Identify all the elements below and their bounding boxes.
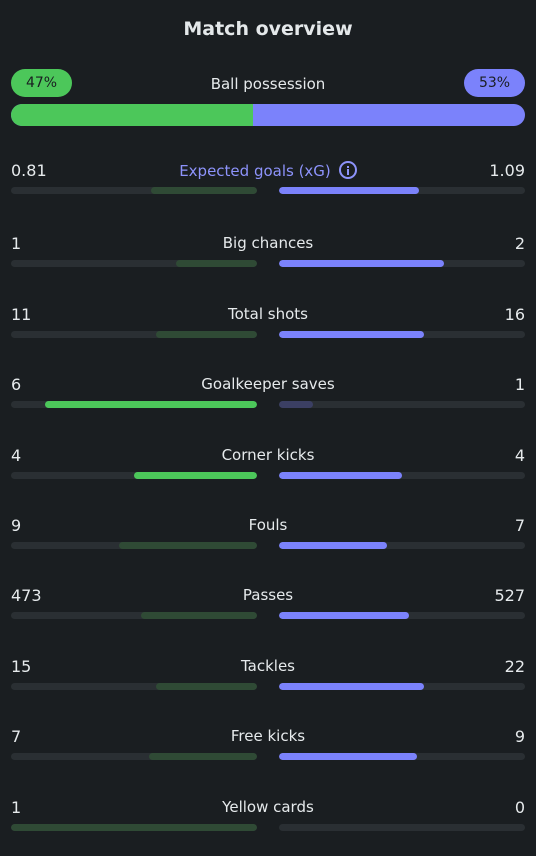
stat-away-bar [279, 401, 525, 408]
stat-home-bar-fill [134, 472, 257, 479]
possession-bar [11, 104, 525, 126]
stat-row: 15 Tackles 22 [0, 657, 536, 697]
possession-bar-home-fill [11, 104, 253, 126]
possession-label: Ball possession [210, 75, 326, 93]
stat-row: 9 Fouls 7 [0, 516, 536, 556]
stat-away-value: 7 [514, 516, 525, 535]
stat-away-bar [279, 187, 525, 194]
stat-label: Free kicks [0, 727, 536, 745]
stat-away-bar-fill [279, 683, 425, 690]
stat-home-value: 1 [11, 798, 22, 817]
stat-home-value: 473 [11, 586, 42, 605]
stat-away-bar-fill [279, 612, 410, 619]
stat-away-value: 0 [514, 798, 525, 817]
stat-home-bar-fill [148, 753, 257, 760]
stat-home-value: 4 [11, 446, 22, 465]
stat-label-text: Tackles [240, 657, 296, 675]
stat-away-bar [279, 472, 525, 479]
stat-home-bar [11, 472, 257, 479]
stat-home-bar [11, 683, 257, 690]
stat-home-bar-fill [119, 542, 257, 549]
stat-away-bar-fill [279, 401, 314, 408]
stat-home-bar-fill [175, 260, 257, 267]
stat-away-bar [279, 824, 525, 831]
stat-label-text: Fouls [248, 516, 288, 534]
stat-label: Fouls [0, 516, 536, 534]
stat-home-bar-fill [141, 612, 257, 619]
stat-away-bar-fill [279, 260, 444, 267]
stat-label-text: Yellow cards [222, 798, 314, 816]
stat-away-bar-fill [279, 542, 388, 549]
stat-away-value: 1.09 [489, 161, 525, 180]
stat-home-bar-fill [156, 331, 257, 338]
stat-label: Goalkeeper saves [0, 375, 536, 393]
stat-home-value: 9 [11, 516, 22, 535]
stat-away-value: 2 [514, 234, 525, 253]
stat-row: 11 Total shots 16 [0, 305, 536, 345]
page-title: Match overview [183, 18, 353, 40]
stat-away-value: 1 [514, 375, 525, 394]
stat-label: Big chances [0, 234, 536, 252]
stat-away-bar-fill [279, 472, 402, 479]
stat-home-bar [11, 753, 257, 760]
stat-away-bar [279, 612, 525, 619]
stat-away-bar [279, 753, 525, 760]
stat-home-bar-fill [45, 401, 257, 408]
stat-label: Passes [0, 586, 536, 604]
stat-away-bar-fill [279, 187, 420, 194]
stat-away-value: 16 [504, 305, 525, 324]
stat-label-text: Big chances [222, 234, 314, 252]
info-icon[interactable] [338, 161, 357, 179]
stat-row: 1 Big chances 2 [0, 234, 536, 274]
stat-label-text: Passes [242, 586, 294, 604]
stat-home-bar [11, 542, 257, 549]
stat-row: 4 Corner kicks 4 [0, 446, 536, 486]
stat-home-bar [11, 260, 257, 267]
stat-home-bar-fill [156, 683, 257, 690]
stat-away-value: 22 [504, 657, 525, 676]
stat-row: 473 Passes 527 [0, 586, 536, 626]
stat-away-value: 4 [514, 446, 525, 465]
stat-home-bar [11, 824, 257, 831]
stat-label: Tackles [0, 657, 536, 675]
stat-home-value: 11 [11, 305, 32, 324]
stat-row: 0.81 Expected goals (xG) 1.09 [0, 161, 536, 201]
stat-label-text: Free kicks [230, 727, 306, 745]
stat-label: Yellow cards [0, 798, 536, 816]
stat-home-value: 6 [11, 375, 22, 394]
stat-away-bar-fill [279, 753, 417, 760]
stat-home-bar [11, 612, 257, 619]
stat-home-bar-fill [151, 187, 257, 194]
stat-label-text: Expected goals (xG) [179, 162, 331, 180]
stat-row: 1 Yellow cards 0 [0, 798, 536, 838]
stat-home-bar [11, 331, 257, 338]
stat-away-bar [279, 542, 525, 549]
stat-label-text: Total shots [228, 305, 308, 323]
stat-home-value: 1 [11, 234, 22, 253]
stat-home-value: 7 [11, 727, 22, 746]
stat-label: Total shots [0, 305, 536, 323]
stat-label[interactable]: Expected goals (xG) [0, 161, 536, 180]
possession-home-pill: 47% [11, 69, 72, 97]
stat-away-bar-fill [279, 331, 425, 338]
stat-label-text: Corner kicks [221, 446, 315, 464]
stat-home-value: 0.81 [11, 161, 47, 180]
stat-away-bar [279, 331, 525, 338]
stat-away-bar [279, 260, 525, 267]
stat-away-value: 9 [514, 727, 525, 746]
stat-away-value: 527 [494, 586, 525, 605]
stat-away-bar [279, 683, 525, 690]
stat-home-bar [11, 187, 257, 194]
stat-home-bar [11, 401, 257, 408]
stat-row: 6 Goalkeeper saves 1 [0, 375, 536, 415]
stat-label: Corner kicks [0, 446, 536, 464]
stat-home-bar-fill [11, 824, 257, 831]
stat-home-value: 15 [11, 657, 32, 676]
stat-label-text: Goalkeeper saves [201, 375, 335, 393]
stat-row: 7 Free kicks 9 [0, 727, 536, 767]
possession-away-pill: 53% [464, 69, 525, 97]
